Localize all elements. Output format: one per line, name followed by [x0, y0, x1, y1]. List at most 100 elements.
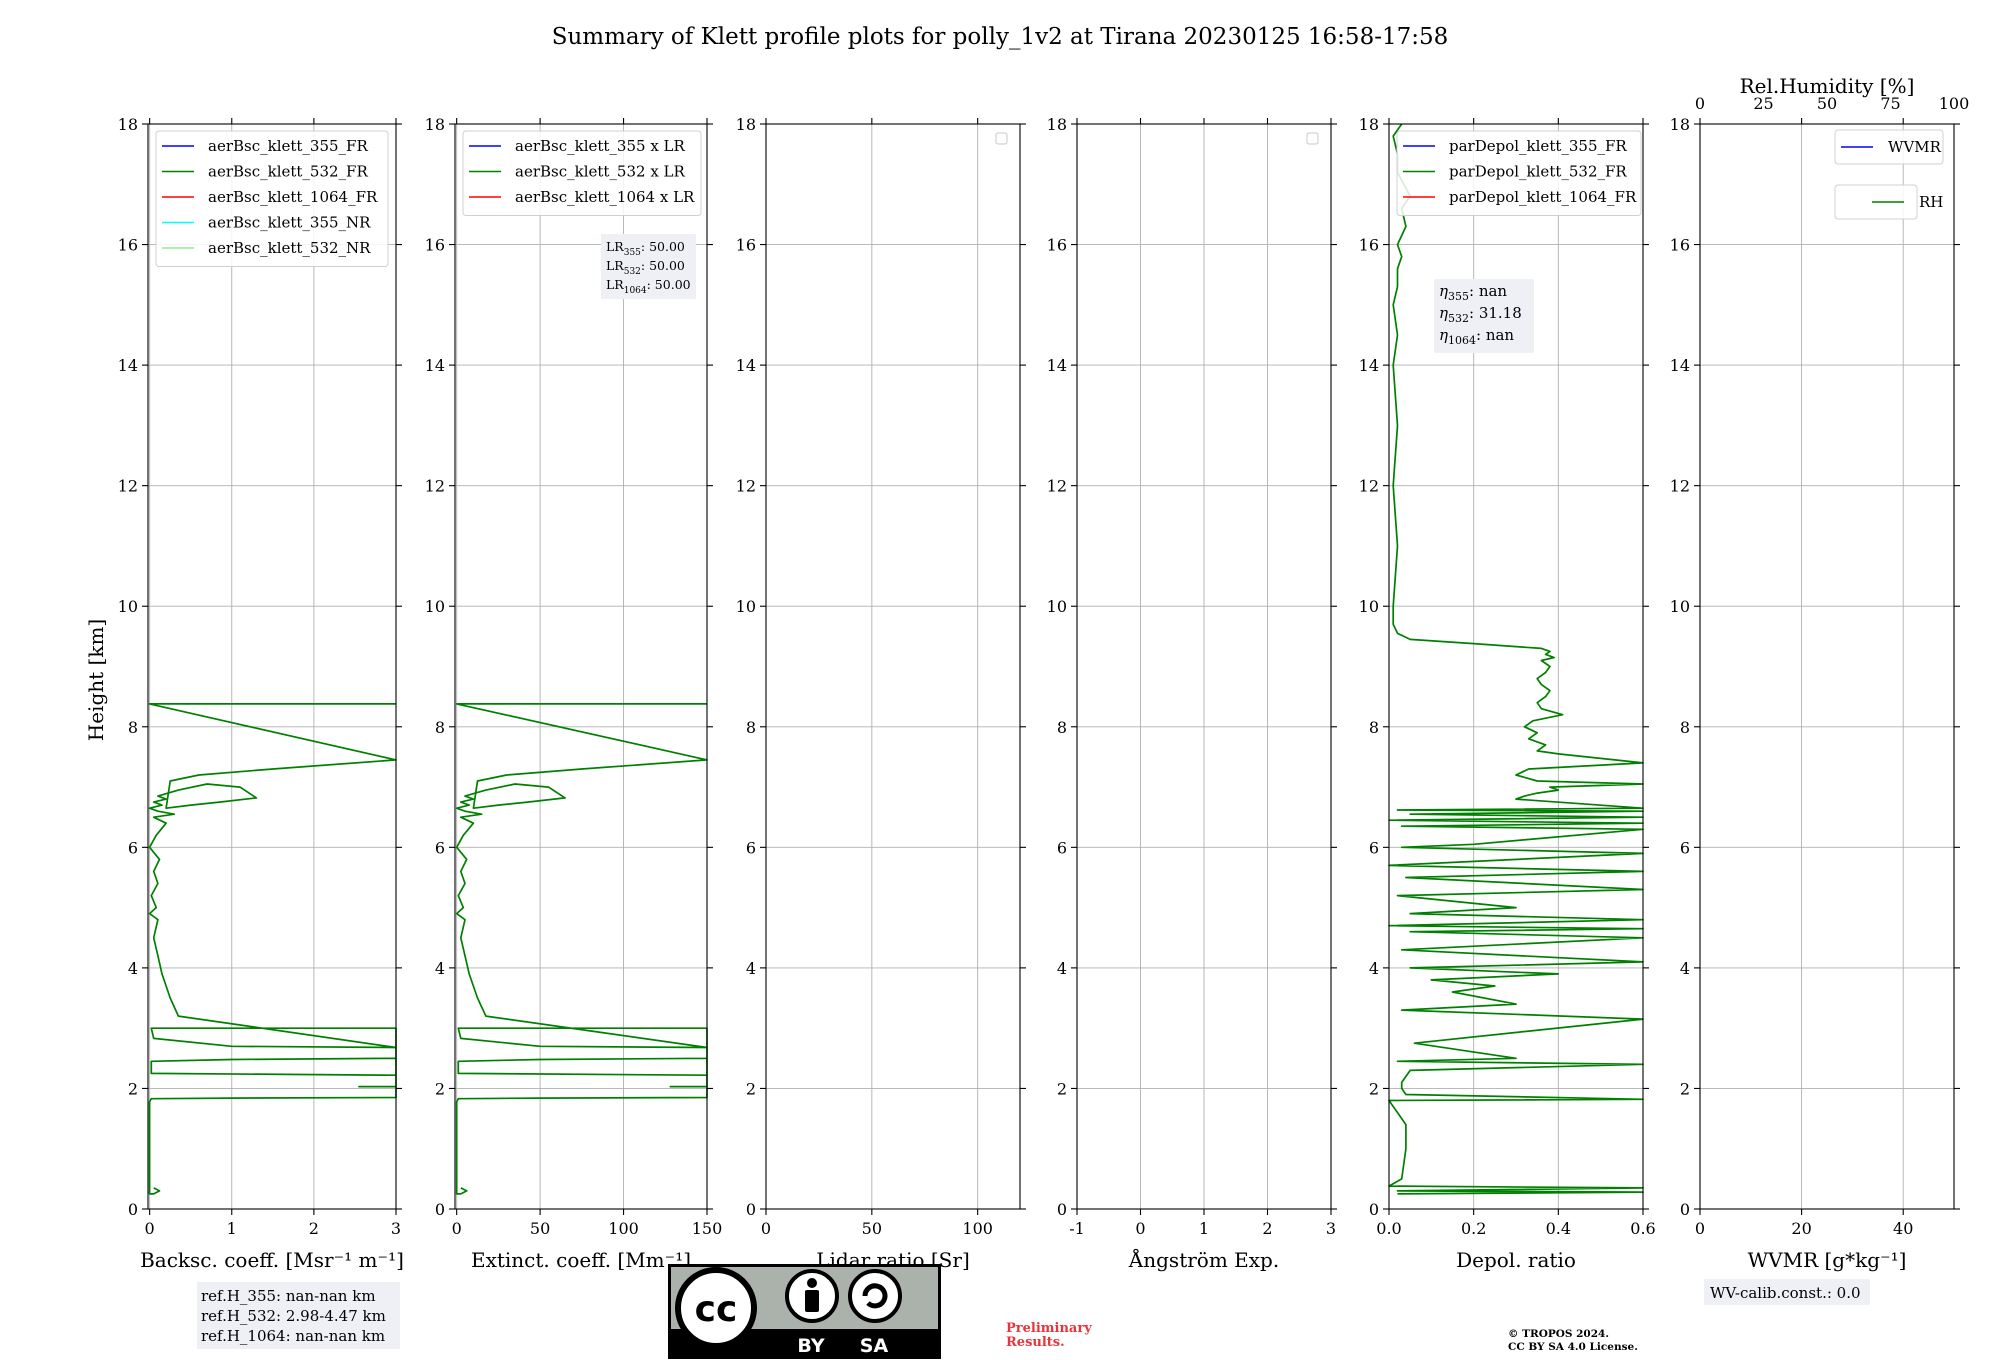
y-tick-label: 10 [1359, 597, 1379, 616]
annotation-line: η1064: nan [1439, 326, 1514, 347]
x2-tick-label: 100 [1939, 94, 1970, 113]
copyright-line-2: CC BY SA 4.0 License. [1508, 1341, 1638, 1353]
axes-frame [1388, 123, 1644, 1210]
y-tick-label: 6 [1057, 838, 1067, 857]
y-tick-label: 14 [736, 356, 756, 375]
y-tick-label: 4 [1369, 959, 1379, 978]
series-line-parDepol_klett_532_FR [1388, 123, 1644, 1195]
y-tick-label: 8 [435, 718, 445, 737]
y-tick-label: 0 [128, 1200, 138, 1219]
x-tick-label: 20 [1791, 1219, 1811, 1238]
y-tick-label: 6 [746, 838, 756, 857]
lidar-ratio-annotation-box [601, 234, 696, 299]
axes-frame [765, 123, 1021, 1210]
eta-annotation-box [1434, 279, 1534, 353]
x-axis-label: Extinct. coeff. [Mm⁻¹] [471, 1248, 691, 1272]
y-tick-label: 12 [736, 477, 756, 496]
reference-height-note: ref.H_355: nan-nan km ref.H_532: 2.98-4.… [197, 1282, 400, 1349]
x-tick-label: 2 [1262, 1219, 1272, 1238]
x-tick-label: 0 [145, 1219, 155, 1238]
y-tick-label: 6 [128, 838, 138, 857]
y-tick-label: 2 [1057, 1079, 1067, 1098]
legend-label-aerBsc_klett_355_FR: aerBsc_klett_355_FR [208, 137, 368, 155]
x-tick-label: 1 [1199, 1219, 1209, 1238]
y-tick-label: 0 [1680, 1200, 1690, 1219]
y-tick-label: 8 [1369, 718, 1379, 737]
series-line-aerBsc_klett_532 x LR [455, 703, 708, 1195]
x-tick-label: 150 [692, 1219, 723, 1238]
x-tick-label: 0 [1135, 1219, 1145, 1238]
y-tick-label: 2 [1369, 1079, 1379, 1098]
y-tick-label: 14 [1047, 356, 1067, 375]
y-tick-label: 16 [736, 236, 756, 255]
series-line-aerBsc_klett_532_FR [148, 703, 397, 1195]
y-tick-label: 16 [1359, 236, 1379, 255]
ref-h-532: ref.H_532: 2.98-4.47 km [201, 1307, 386, 1325]
cc-icon-text: cc [695, 1289, 738, 1330]
y-tick-label: 12 [118, 477, 138, 496]
legend-box [155, 130, 389, 267]
cc-icon [675, 1267, 757, 1349]
empty-legend [1306, 132, 1319, 145]
y-tick-label: 8 [746, 718, 756, 737]
y-tick-label: 14 [118, 356, 138, 375]
x-axis-label: Ångström Exp. [1128, 1247, 1279, 1272]
y-axis-label: Height [km] [84, 619, 108, 741]
y-tick-label: 14 [425, 356, 445, 375]
annotation-line: η532: 31.18 [1439, 304, 1522, 325]
y-tick-label: 10 [425, 597, 445, 616]
x-tick-label: 50 [530, 1219, 550, 1238]
preliminary-label-2: Results. [1006, 1335, 1065, 1350]
x-axis-label: Depol. ratio [1456, 1248, 1576, 1272]
x-tick-label: -1 [1069, 1219, 1085, 1238]
ref-h-1064: ref.H_1064: nan-nan km [201, 1327, 385, 1345]
x2-tick-label: 75 [1880, 94, 1900, 113]
y-tick-label: 18 [425, 115, 445, 134]
x-axis-label: Backsc. coeff. [Msr⁻¹ m⁻¹] [140, 1248, 404, 1272]
cc-by-sa-badge: cc BY SA [668, 1264, 941, 1359]
y-tick-label: 18 [736, 115, 756, 134]
y-tick-label: 16 [1670, 236, 1690, 255]
y-tick-label: 10 [118, 597, 138, 616]
x2-tick-label: 50 [1817, 94, 1837, 113]
y-tick-label: 2 [746, 1079, 756, 1098]
axes-frame [147, 123, 397, 1210]
axes-frame [1699, 123, 1955, 1210]
y-tick-label: 10 [736, 597, 756, 616]
y-tick-label: 18 [1359, 115, 1379, 134]
panel-5: 0 2 4 6 8 10 12 14 16 18 0.0 0.2 0.4 0.6 Depol. ratio p… [1359, 115, 1656, 1272]
y-tick-label: 6 [1680, 838, 1690, 857]
y-tick-label: 12 [425, 477, 445, 496]
x-axis-label: WVMR [g*kg⁻¹] [1748, 1248, 1907, 1272]
annotation-line: η355: nan [1439, 282, 1507, 303]
legend-box [462, 130, 702, 216]
wv-calibration-box [1704, 1279, 1870, 1305]
legend-label-aerBsc_klett_1064_FR: aerBsc_klett_1064_FR [208, 188, 378, 206]
legend-label-parDepol_klett_355_FR: parDepol_klett_355_FR [1449, 137, 1627, 155]
y-tick-label: 16 [425, 236, 445, 255]
sa-share-alike-icon [848, 1269, 902, 1323]
badge-by-label: BY [797, 1335, 824, 1357]
y-tick-label: 12 [1047, 477, 1067, 496]
legend-label-aerBsc_klett_1064 x LR: aerBsc_klett_1064 x LR [515, 188, 695, 206]
wv-calibration-note: WV-calib.const.: 0.0 [1704, 1279, 1870, 1305]
y-tick-label: 4 [435, 959, 445, 978]
y-tick-label: 2 [128, 1079, 138, 1098]
y-tick-label: 4 [1057, 959, 1067, 978]
x-tick-label: 0.4 [1546, 1219, 1571, 1238]
y-tick-label: 4 [128, 959, 138, 978]
x-tick-label: 50 [862, 1219, 882, 1238]
y-tick-label: 4 [1680, 959, 1690, 978]
legend-label-aerBsc_klett_355_NR: aerBsc_klett_355_NR [208, 214, 371, 232]
y-tick-label: 8 [1680, 718, 1690, 737]
by-person-body-icon [805, 1290, 819, 1312]
preliminary-label-1: Preliminary [1006, 1321, 1092, 1336]
y-tick-label: 6 [435, 838, 445, 857]
x-tick-label: 3 [1326, 1219, 1336, 1238]
